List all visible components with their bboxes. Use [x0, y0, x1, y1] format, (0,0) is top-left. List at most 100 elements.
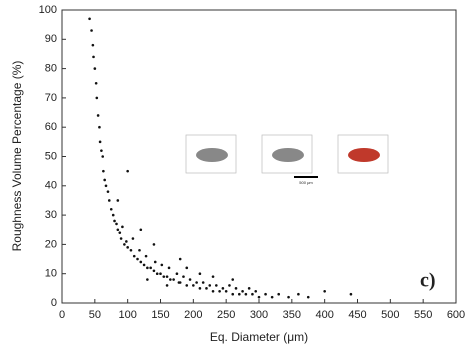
point	[102, 170, 105, 173]
point	[297, 293, 300, 296]
point	[118, 231, 121, 234]
point	[153, 269, 156, 272]
inset-scale-label: 500 μm	[299, 180, 313, 185]
point	[166, 275, 169, 278]
point	[132, 237, 135, 240]
y-tick-label: 20	[45, 238, 57, 250]
point	[307, 296, 310, 299]
point	[228, 284, 231, 287]
point	[168, 267, 171, 270]
y-axis-label: Roughness Volume Percentage (%)	[10, 61, 24, 252]
point	[231, 278, 234, 281]
point	[126, 170, 129, 173]
panel-label: c)	[420, 270, 436, 292]
point	[222, 287, 225, 290]
point	[121, 226, 124, 229]
point	[136, 258, 139, 261]
point	[205, 287, 208, 290]
point	[172, 278, 175, 281]
point	[140, 228, 143, 231]
point	[123, 243, 126, 246]
point	[88, 17, 91, 20]
point	[130, 249, 133, 252]
x-tick-label: 550	[414, 309, 432, 321]
point	[125, 240, 128, 243]
y-tick-label: 0	[51, 297, 57, 309]
x-tick-label: 300	[250, 309, 268, 321]
point	[169, 278, 172, 281]
point	[235, 287, 238, 290]
point	[98, 126, 101, 129]
point	[182, 275, 185, 278]
point	[241, 290, 244, 293]
point	[179, 281, 182, 284]
plot-frame	[62, 10, 456, 303]
y-tick-label: 70	[45, 92, 57, 104]
point	[138, 249, 141, 252]
point	[208, 284, 211, 287]
point	[161, 264, 164, 267]
x-tick-label: 50	[89, 309, 101, 321]
chart: 500 μm Eq. Diameter (μm) Roughness Volum…	[0, 0, 469, 358]
point	[101, 155, 104, 158]
point	[108, 199, 111, 202]
inset-images	[186, 135, 388, 177]
y-tick-label: 40	[45, 180, 57, 192]
point	[96, 97, 99, 100]
point	[199, 272, 202, 275]
point	[95, 82, 98, 85]
point	[162, 275, 165, 278]
point	[212, 290, 215, 293]
x-tick-label: 500	[381, 309, 399, 321]
point	[146, 267, 149, 270]
point	[146, 278, 149, 281]
point	[149, 267, 152, 270]
point	[185, 267, 188, 270]
point	[179, 258, 182, 261]
point	[245, 293, 248, 296]
point	[92, 44, 95, 47]
point	[153, 243, 156, 246]
point	[248, 287, 251, 290]
point	[231, 293, 234, 296]
point	[97, 114, 100, 117]
point	[225, 290, 228, 293]
y-tick-label: 50	[45, 150, 57, 162]
point	[120, 237, 123, 240]
point	[140, 261, 143, 264]
point	[195, 281, 198, 284]
point	[238, 293, 241, 296]
point	[99, 141, 102, 144]
point	[105, 185, 108, 188]
point	[117, 199, 120, 202]
point	[199, 287, 202, 290]
x-tick-label: 150	[151, 309, 169, 321]
point	[166, 284, 169, 287]
y-tick-label: 30	[45, 209, 57, 221]
point	[350, 293, 353, 296]
point	[202, 281, 205, 284]
x-axis-label: Eq. Diameter (μm)	[210, 330, 308, 344]
x-tick-label: 250	[217, 309, 235, 321]
x-tick-label: 450	[348, 309, 366, 321]
y-tick-label: 60	[45, 121, 57, 133]
point	[176, 272, 179, 275]
point	[156, 272, 159, 275]
point	[100, 149, 103, 152]
point	[189, 278, 192, 281]
point	[117, 228, 120, 231]
point	[145, 255, 148, 258]
point	[143, 264, 146, 267]
x-tick-label: 600	[447, 309, 465, 321]
point	[90, 29, 93, 32]
point	[103, 179, 106, 182]
point	[92, 56, 95, 59]
point	[258, 296, 261, 299]
point	[107, 190, 110, 193]
point	[159, 272, 162, 275]
point	[112, 214, 115, 217]
y-tick-label: 100	[39, 4, 57, 16]
point	[277, 293, 280, 296]
point	[115, 223, 118, 226]
point	[212, 275, 215, 278]
